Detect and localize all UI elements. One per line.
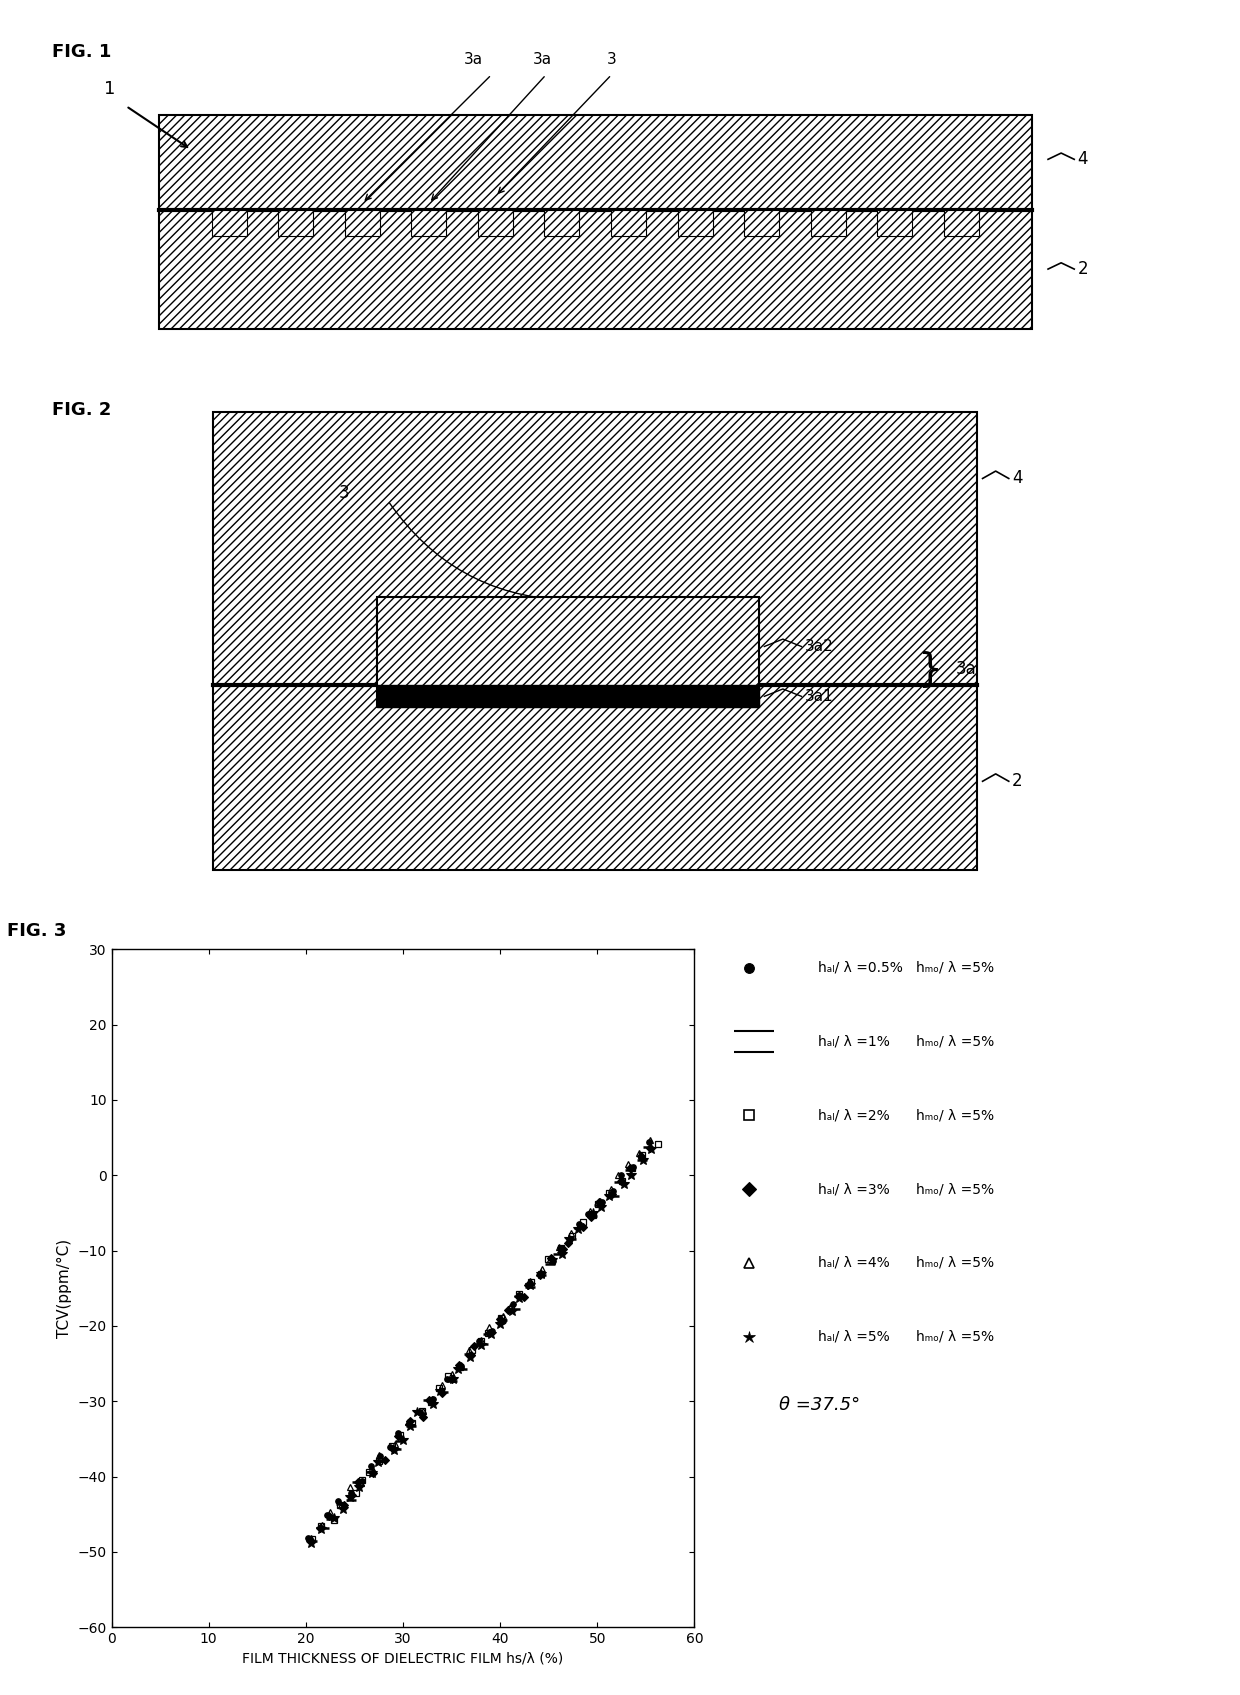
Text: 4: 4 <box>1078 151 1087 168</box>
Text: FIG. 3: FIG. 3 <box>6 922 66 941</box>
Bar <box>278 210 314 236</box>
Text: hₐₗ/ λ =1%      hₘₒ/ λ =5%: hₐₗ/ λ =1% hₘₒ/ λ =5% <box>818 1034 994 1049</box>
Bar <box>677 210 713 236</box>
Bar <box>212 210 247 236</box>
Text: 2: 2 <box>1012 773 1023 790</box>
Bar <box>377 685 759 707</box>
Text: 3a: 3a <box>464 51 482 66</box>
Text: 3: 3 <box>606 51 616 66</box>
Text: hₐₗ/ λ =3%      hₘₒ/ λ =5%: hₐₗ/ λ =3% hₘₒ/ λ =5% <box>818 1181 994 1197</box>
Text: 3a: 3a <box>955 659 976 678</box>
Text: hₐₗ/ λ =5%      hₘₒ/ λ =5%: hₐₗ/ λ =5% hₘₒ/ λ =5% <box>818 1329 994 1344</box>
Text: 3a: 3a <box>533 51 552 66</box>
Text: 3a1: 3a1 <box>805 688 833 703</box>
Y-axis label: TCV(ppm/°C): TCV(ppm/°C) <box>57 1239 72 1337</box>
Bar <box>944 210 978 236</box>
X-axis label: FILM THICKNESS OF DIELECTRIC FILM hs/λ (%): FILM THICKNESS OF DIELECTRIC FILM hs/λ (… <box>242 1651 564 1666</box>
Bar <box>159 115 1032 210</box>
Text: 2: 2 <box>1078 259 1089 278</box>
Text: 4: 4 <box>1012 470 1023 488</box>
Text: 3: 3 <box>339 485 350 502</box>
Text: hₐₗ/ λ =2%      hₘₒ/ λ =5%: hₐₗ/ λ =2% hₘₒ/ λ =5% <box>818 1109 994 1122</box>
Bar <box>744 210 779 236</box>
Bar <box>159 210 1032 329</box>
Text: 1: 1 <box>104 80 115 98</box>
Text: 3a2: 3a2 <box>805 639 833 654</box>
Bar <box>877 210 913 236</box>
Bar <box>345 210 379 236</box>
Text: hₐₗ/ λ =4%      hₘₒ/ λ =5%: hₐₗ/ λ =4% hₘₒ/ λ =5% <box>818 1256 994 1270</box>
Bar <box>811 210 846 236</box>
Bar <box>477 210 513 236</box>
Bar <box>213 685 977 870</box>
Text: FIG. 2: FIG. 2 <box>52 402 112 419</box>
Text: θ =37.5°: θ =37.5° <box>779 1397 859 1414</box>
Bar <box>213 412 977 685</box>
Bar <box>544 210 579 236</box>
Text: hₐₗ/ λ =0.5%   hₘₒ/ λ =5%: hₐₗ/ λ =0.5% hₘₒ/ λ =5% <box>818 961 994 975</box>
Text: }: } <box>918 649 942 688</box>
Bar <box>412 210 446 236</box>
Bar <box>377 597 759 707</box>
Bar <box>611 210 646 236</box>
Text: FIG. 1: FIG. 1 <box>52 44 112 61</box>
